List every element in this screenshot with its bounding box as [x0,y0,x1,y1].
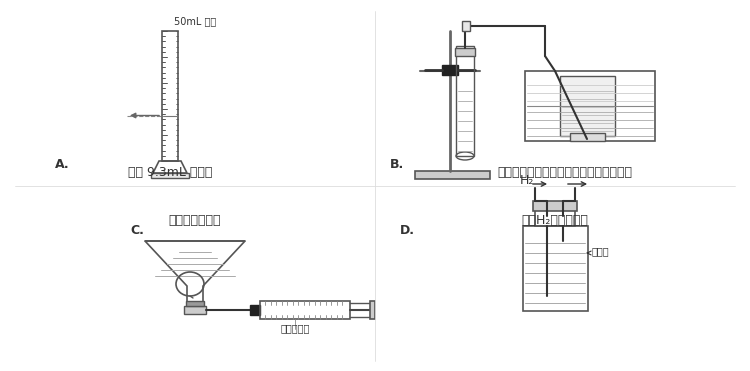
Bar [525,71,655,141]
Bar [456,46,474,156]
Text: A.: A. [55,158,70,171]
Text: 检查装置气密性: 检查装置气密性 [169,214,221,227]
Bar [151,173,189,178]
Text: C.: C. [130,224,144,237]
Bar [442,65,458,75]
Bar [535,206,575,226]
Bar [570,133,605,141]
Text: 量取 9.3mL 稀盐酸: 量取 9.3mL 稀盐酸 [128,166,212,179]
Bar [533,201,577,211]
Text: D.: D. [400,224,415,237]
Bar [162,31,178,161]
Bar [370,301,375,319]
Text: 推拉注射器: 推拉注射器 [280,323,310,333]
Bar [260,301,350,319]
Bar [186,301,204,306]
Bar [455,48,475,56]
Bar [415,171,490,179]
Bar [184,306,206,314]
Bar [523,226,588,311]
Text: 除去H₂中的水蒸气: 除去H₂中的水蒸气 [521,214,589,227]
Text: 用过氧化氢溶液与二氧化锰制取少量氧气: 用过氧化氢溶液与二氧化锰制取少量氧气 [497,166,632,179]
Text: H₂: H₂ [520,174,534,187]
Text: B.: B. [390,158,404,171]
Text: 50mL 量筒: 50mL 量筒 [174,16,216,26]
Bar [560,76,615,136]
Bar [462,21,470,31]
Bar [250,305,260,315]
Text: 浓硫酸: 浓硫酸 [592,246,610,256]
